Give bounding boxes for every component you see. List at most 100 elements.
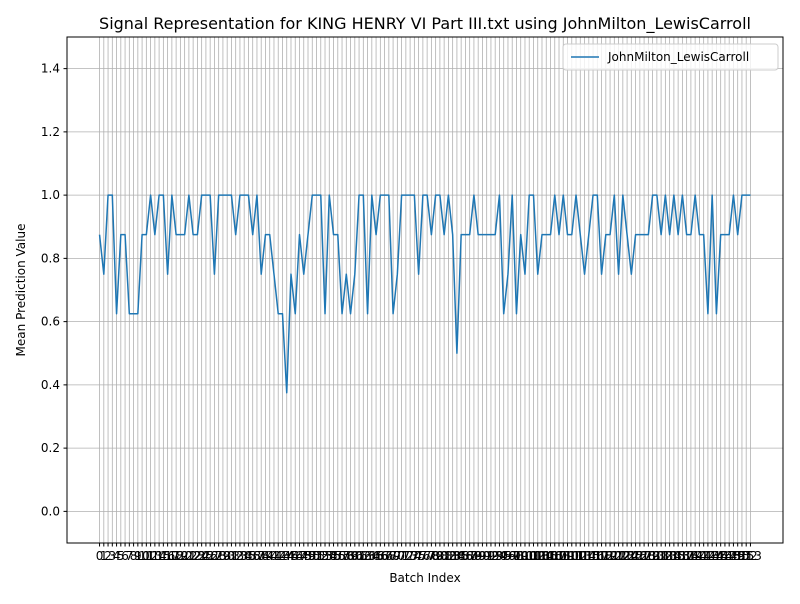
x-tick-label: 86 bbox=[458, 549, 473, 563]
x-tick-label: 60 bbox=[347, 549, 362, 563]
x-tick-label: 88 bbox=[466, 549, 481, 563]
y-tick-label: 0.2 bbox=[41, 441, 60, 455]
x-tick-label: 36 bbox=[245, 549, 260, 563]
x-tick-label: 10 bbox=[134, 549, 149, 563]
x-tick-label: 111 bbox=[560, 549, 583, 563]
x-tick-label: 141 bbox=[688, 549, 711, 563]
x-tick-label: 125 bbox=[620, 549, 643, 563]
x-tick-label: 7 bbox=[126, 549, 134, 563]
x-tick-label: 134 bbox=[658, 549, 681, 563]
x-tick-label: 85 bbox=[454, 549, 469, 563]
x-tick-label: 77 bbox=[419, 549, 434, 563]
x-tick-label: 50 bbox=[305, 549, 320, 563]
x-tick-label: 144 bbox=[701, 549, 724, 563]
x-tick-label: 117 bbox=[586, 549, 609, 563]
x-tick-label: 137 bbox=[671, 549, 694, 563]
x-tick-label: 3 bbox=[108, 549, 116, 563]
x-tick-label: 76 bbox=[415, 549, 430, 563]
x-tick-label: 5 bbox=[117, 549, 125, 563]
x-tick-label: 61 bbox=[351, 549, 366, 563]
y-tick-label: 0.6 bbox=[41, 315, 60, 329]
x-tick-label: 31 bbox=[224, 549, 239, 563]
x-tick-label: 8 bbox=[130, 549, 138, 563]
y-tick-label: 0.0 bbox=[41, 504, 60, 518]
x-tick-label: 20 bbox=[177, 549, 192, 563]
x-tick-label: 151 bbox=[730, 549, 753, 563]
x-tick-label: 87 bbox=[462, 549, 477, 563]
x-tick-label: 105 bbox=[535, 549, 558, 563]
x-tick-label: 92 bbox=[483, 549, 498, 563]
plot-frame bbox=[66, 36, 784, 544]
y-tick-label: 1.4 bbox=[41, 62, 60, 76]
x-tick-label: 149 bbox=[722, 549, 745, 563]
x-tick-label: 119 bbox=[594, 549, 617, 563]
x-tick-label: 130 bbox=[641, 549, 664, 563]
x-tick-label: 118 bbox=[590, 549, 613, 563]
x-tick-label: 57 bbox=[334, 549, 349, 563]
y-tick-label: 0.8 bbox=[41, 251, 60, 265]
x-tick-label: 21 bbox=[181, 549, 196, 563]
x-tick-label: 73 bbox=[402, 549, 417, 563]
x-tick-label: 19 bbox=[173, 549, 188, 563]
x-tick-label: 147 bbox=[713, 549, 736, 563]
x-tick-label: 142 bbox=[692, 549, 715, 563]
x-tick-label: 97 bbox=[505, 549, 520, 563]
x-tick-label: 140 bbox=[684, 549, 707, 563]
x-tick-label: 34 bbox=[237, 549, 252, 563]
x-tick-label: 47 bbox=[292, 549, 307, 563]
x-tick-label: 13 bbox=[147, 549, 162, 563]
x-tick-label: 90 bbox=[475, 549, 490, 563]
x-tick-label: 18 bbox=[168, 549, 183, 563]
x-tick-label: 102 bbox=[522, 549, 545, 563]
x-tick-label: 109 bbox=[552, 549, 575, 563]
x-tick-label: 116 bbox=[582, 549, 605, 563]
x-tick-label: 24 bbox=[194, 549, 209, 563]
x-tick-label: 72 bbox=[398, 549, 413, 563]
x-tick-label: 94 bbox=[492, 549, 507, 563]
x-tick-label: 114 bbox=[573, 549, 596, 563]
x-tick-label: 52 bbox=[313, 549, 328, 563]
x-tick-label: 43 bbox=[275, 549, 290, 563]
x-tick-label: 25 bbox=[198, 549, 213, 563]
x-tick-label: 66 bbox=[373, 549, 388, 563]
x-tick-label: 143 bbox=[696, 549, 719, 563]
x-tick-label: 148 bbox=[718, 549, 741, 563]
x-tick-label: 55 bbox=[326, 549, 341, 563]
x-tick-label: 41 bbox=[266, 549, 281, 563]
legend-label: JohnMilton_LewisCarroll bbox=[607, 50, 749, 64]
x-tick-label: 131 bbox=[645, 549, 668, 563]
x-tick-label: 59 bbox=[343, 549, 358, 563]
y-tick-label: 1.2 bbox=[41, 125, 60, 139]
x-tick-label: 27 bbox=[207, 549, 222, 563]
x-tick-label: 70 bbox=[390, 549, 405, 563]
x-tick-label: 37 bbox=[249, 549, 264, 563]
x-tick-label: 2 bbox=[104, 549, 112, 563]
x-tick-label: 15 bbox=[156, 549, 171, 563]
x-tick-label: 82 bbox=[441, 549, 456, 563]
x-tick-label: 30 bbox=[220, 549, 235, 563]
x-tick-label: 100 bbox=[514, 549, 537, 563]
x-tick-label: 107 bbox=[543, 549, 566, 563]
chart-title: Signal Representation for KING HENRY VI … bbox=[99, 14, 751, 34]
x-tick-label: 108 bbox=[548, 549, 571, 563]
x-tick-label: 123 bbox=[611, 549, 634, 563]
x-tick-label: 80 bbox=[432, 549, 447, 563]
x-tick-label: 56 bbox=[330, 549, 345, 563]
x-tick-label: 53 bbox=[317, 549, 332, 563]
x-tick-label: 103 bbox=[526, 549, 549, 563]
x-tick-label: 128 bbox=[633, 549, 656, 563]
x-tick-label: 98 bbox=[509, 549, 524, 563]
x-tick-label: 145 bbox=[705, 549, 728, 563]
x-tick-label: 32 bbox=[228, 549, 243, 563]
x-tick-label: 112 bbox=[565, 549, 588, 563]
x-tick-label: 16 bbox=[160, 549, 175, 563]
x-tick-label: 139 bbox=[679, 549, 702, 563]
x-tick-label: 28 bbox=[211, 549, 226, 563]
x-tick-label: 35 bbox=[241, 549, 256, 563]
x-tick-label: 127 bbox=[628, 549, 651, 563]
x-tick-label: 62 bbox=[356, 549, 371, 563]
x-tick-label: 79 bbox=[428, 549, 443, 563]
x-tick-label: 133 bbox=[654, 549, 677, 563]
x-tick-label: 152 bbox=[735, 549, 758, 563]
y-tick-label: 0.4 bbox=[41, 378, 60, 392]
